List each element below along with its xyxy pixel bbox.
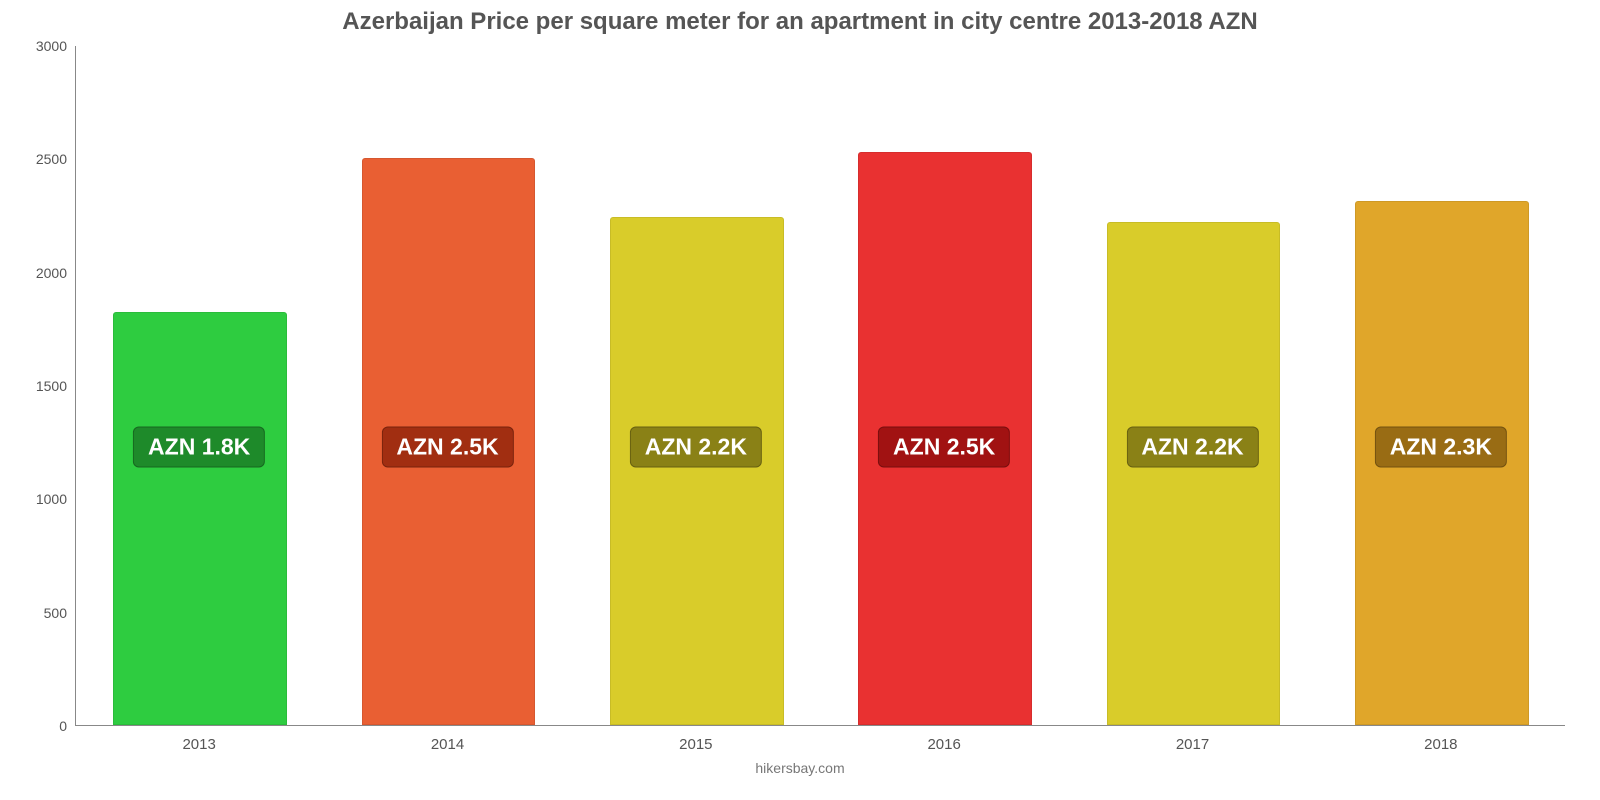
- plot-area: [75, 46, 1565, 726]
- y-tick-label: 1500: [36, 378, 67, 394]
- y-tick-label: 0: [59, 718, 67, 734]
- x-tick-label: 2018: [1391, 736, 1491, 753]
- x-tick-label: 2017: [1143, 736, 1243, 753]
- x-tick-label: 2013: [149, 736, 249, 753]
- chart-title: Azerbaijan Price per square meter for an…: [0, 8, 1600, 36]
- bar-value-label: AZN 2.2K: [1126, 427, 1258, 468]
- bar-value-label: AZN 2.2K: [630, 427, 762, 468]
- bar: [1107, 222, 1281, 725]
- x-tick-label: 2014: [398, 736, 498, 753]
- y-tick-label: 500: [44, 605, 67, 621]
- x-tick-label: 2016: [894, 736, 994, 753]
- bar: [610, 217, 784, 725]
- bar-chart: Azerbaijan Price per square meter for an…: [0, 0, 1600, 800]
- bar-value-label: AZN 1.8K: [133, 427, 265, 468]
- source-label: hikersbay.com: [0, 760, 1600, 776]
- y-tick-label: 3000: [36, 38, 67, 54]
- y-tick-label: 2500: [36, 151, 67, 167]
- bar-value-label: AZN 2.5K: [878, 427, 1010, 468]
- y-tick-label: 1000: [36, 491, 67, 507]
- y-tick-label: 2000: [36, 265, 67, 281]
- bar-value-label: AZN 2.3K: [1375, 427, 1507, 468]
- bar: [113, 312, 287, 725]
- x-tick-label: 2015: [646, 736, 746, 753]
- bar-value-label: AZN 2.5K: [381, 427, 513, 468]
